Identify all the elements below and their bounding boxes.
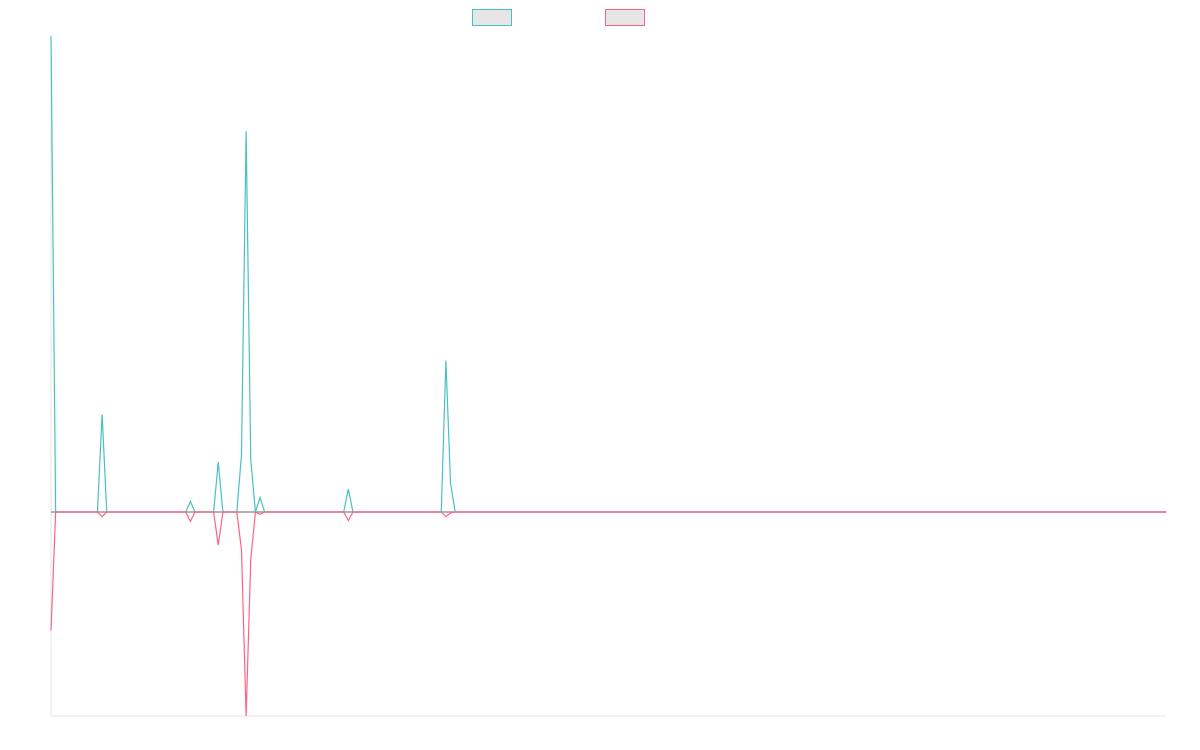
series-line-2 [50,511,1166,717]
series-lines [50,35,1166,717]
series-line-1 [50,35,1166,513]
legend-swatch-1[interactable] [472,9,512,26]
legend[interactable] [472,9,645,26]
axes [50,36,1166,717]
legend-swatch-2[interactable] [605,9,645,26]
